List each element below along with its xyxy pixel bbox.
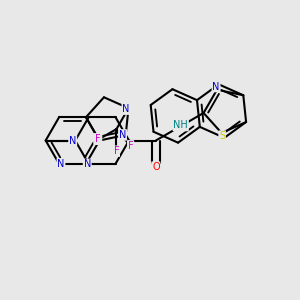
Text: O: O — [152, 162, 160, 172]
Text: N: N — [69, 136, 76, 146]
Text: N: N — [122, 104, 130, 114]
Text: NH: NH — [173, 121, 188, 130]
Text: N: N — [212, 82, 220, 92]
Text: N: N — [119, 130, 126, 140]
Text: N: N — [57, 159, 65, 169]
Text: F: F — [128, 141, 134, 151]
Text: N: N — [83, 159, 91, 170]
Text: S: S — [219, 131, 225, 141]
Text: F: F — [114, 146, 119, 156]
Text: F: F — [94, 134, 100, 144]
Text: N: N — [94, 134, 101, 144]
